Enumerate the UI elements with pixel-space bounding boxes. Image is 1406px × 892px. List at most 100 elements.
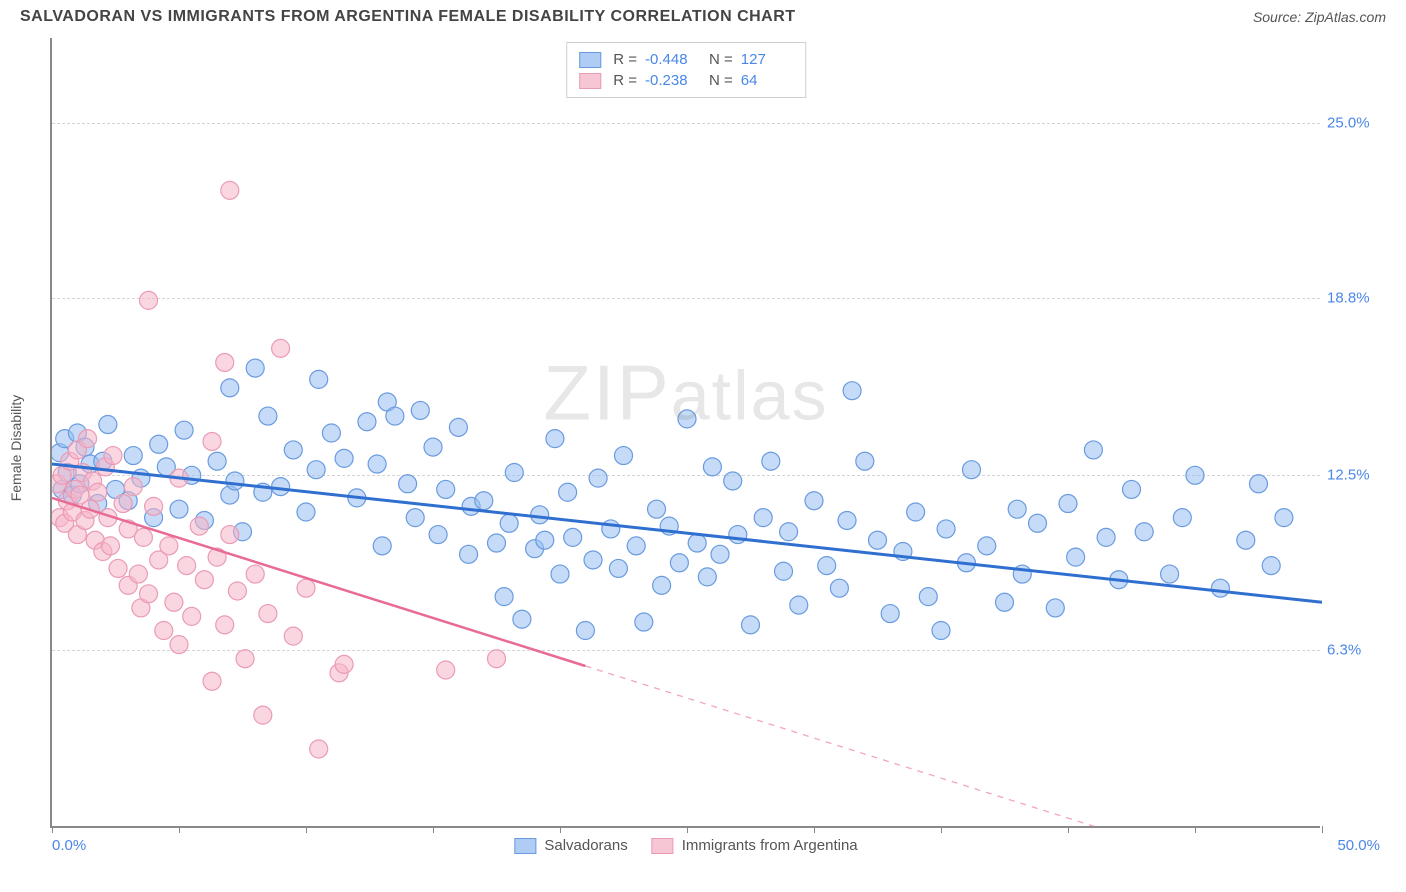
data-point [546, 430, 564, 448]
data-point [221, 181, 239, 199]
data-point [907, 503, 925, 521]
data-point [310, 740, 328, 758]
data-point [165, 593, 183, 611]
data-point [195, 571, 213, 589]
data-point [175, 421, 193, 439]
series-legend-label: Salvadorans [544, 837, 627, 854]
legend-swatch [579, 73, 601, 89]
data-point [437, 480, 455, 498]
data-point [335, 449, 353, 467]
x-axis-min-label: 0.0% [52, 837, 86, 854]
data-point [1186, 466, 1204, 484]
data-point [1237, 531, 1255, 549]
data-point [805, 492, 823, 510]
data-point [1135, 523, 1153, 541]
data-point [495, 588, 513, 606]
data-point [246, 565, 264, 583]
data-point [297, 503, 315, 521]
data-point [818, 557, 836, 575]
data-point [406, 509, 424, 527]
data-point [460, 545, 478, 563]
data-point [134, 528, 152, 546]
data-point [221, 379, 239, 397]
data-point [272, 478, 290, 496]
data-point [79, 430, 97, 448]
data-point [1013, 565, 1031, 583]
data-point [536, 531, 554, 549]
data-point [254, 483, 272, 501]
data-point [742, 616, 760, 634]
data-point [183, 607, 201, 625]
r-label: R = [613, 72, 637, 89]
data-point [114, 495, 132, 513]
data-point [1275, 509, 1293, 527]
data-point [386, 407, 404, 425]
data-point [170, 469, 188, 487]
data-point [1097, 528, 1115, 546]
data-point [894, 543, 912, 561]
data-point [99, 509, 117, 527]
data-point [919, 588, 937, 606]
data-point [962, 461, 980, 479]
data-point [1262, 557, 1280, 575]
data-point [762, 452, 780, 470]
data-point [368, 455, 386, 473]
data-point [297, 579, 315, 597]
data-point [170, 636, 188, 654]
data-point [335, 655, 353, 673]
data-point [996, 593, 1014, 611]
data-point [678, 410, 696, 428]
n-label: N = [709, 51, 733, 68]
data-point [424, 438, 442, 456]
data-point [284, 441, 302, 459]
data-point [500, 514, 518, 532]
data-point [1173, 509, 1191, 527]
data-point [99, 416, 117, 434]
data-point [790, 596, 808, 614]
data-point [1250, 475, 1268, 493]
legend-swatch [652, 838, 674, 854]
data-point [348, 489, 366, 507]
series-legend: Salvadorans Immigrants from Argentina [514, 837, 857, 854]
data-point [1123, 480, 1141, 498]
data-point [155, 622, 173, 640]
data-point [602, 520, 620, 538]
data-point [775, 562, 793, 580]
data-point [1059, 495, 1077, 513]
data-point [124, 478, 142, 496]
r-value: -0.448 [645, 51, 697, 68]
chart-title: SALVADORAN VS IMMIGRANTS FROM ARGENTINA … [20, 8, 796, 26]
correlation-legend-row: R =-0.238N =64 [579, 70, 793, 91]
data-point [559, 483, 577, 501]
data-point [236, 650, 254, 668]
data-point [1161, 565, 1179, 583]
data-point [284, 627, 302, 645]
data-point [1029, 514, 1047, 532]
data-point [978, 537, 996, 555]
data-point [780, 523, 798, 541]
data-point [208, 548, 226, 566]
data-point [178, 557, 196, 575]
data-point [615, 447, 633, 465]
data-point [190, 517, 208, 535]
x-tick [1322, 826, 1323, 833]
data-point [272, 339, 290, 357]
data-point [411, 401, 429, 419]
data-point [1067, 548, 1085, 566]
y-tick-label: 6.3% [1327, 642, 1382, 659]
n-label: N = [709, 72, 733, 89]
data-point [399, 475, 417, 493]
data-point [259, 407, 277, 425]
data-point [226, 472, 244, 490]
data-point [89, 483, 107, 501]
data-point [160, 537, 178, 555]
data-point [729, 526, 747, 544]
data-point [140, 585, 158, 603]
scatter-points-layer [52, 38, 1322, 828]
y-axis-label: Female Disability [8, 395, 24, 502]
data-point [843, 382, 861, 400]
series-legend-item: Immigrants from Argentina [652, 837, 858, 854]
source-text: Source: ZipAtlas.com [1253, 9, 1386, 25]
legend-swatch [579, 52, 601, 68]
data-point [1211, 579, 1229, 597]
